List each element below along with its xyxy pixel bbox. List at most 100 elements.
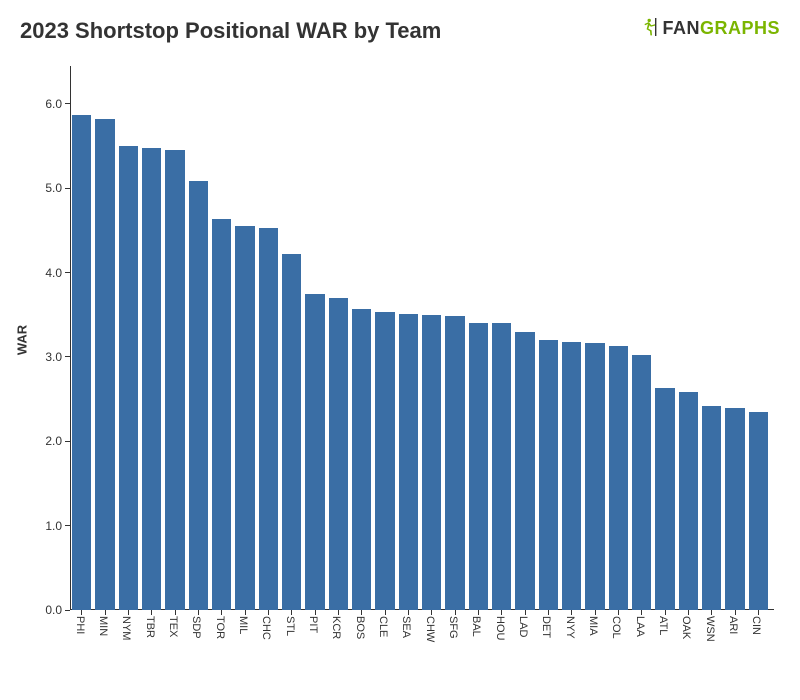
- bar: [399, 314, 419, 610]
- bar: [539, 340, 559, 610]
- chart-title: 2023 Shortstop Positional WAR by Team: [20, 18, 441, 44]
- y-tick-mark: [65, 272, 70, 273]
- bar: [72, 115, 92, 610]
- x-tick-label: SEA: [400, 616, 412, 638]
- x-tick-label: MIA: [587, 616, 599, 636]
- x-tick-label: NYY: [564, 616, 576, 639]
- x-tick-label: ARI: [727, 616, 739, 634]
- bar: [445, 316, 465, 610]
- x-tick-label: SDP: [190, 616, 202, 639]
- x-tick-label: MIN: [97, 616, 109, 636]
- bar: [725, 408, 745, 611]
- bar: [375, 312, 395, 610]
- x-tick-mark: [688, 610, 689, 615]
- bar: [235, 226, 255, 610]
- x-tick-mark: [595, 610, 596, 615]
- bar: [142, 148, 162, 610]
- bar: [305, 294, 325, 610]
- bar: [212, 219, 232, 610]
- runner-icon: [644, 18, 660, 41]
- y-tick-label: 0.0: [45, 603, 62, 617]
- x-tick-mark: [268, 610, 269, 615]
- x-tick-mark: [431, 610, 432, 615]
- y-tick-label: 2.0: [45, 434, 62, 448]
- x-tick-label: DET: [540, 616, 552, 638]
- x-tick-label: NYM: [120, 616, 132, 640]
- x-tick-mark: [665, 610, 666, 615]
- x-tick-label: OAK: [680, 616, 692, 639]
- x-tick-label: BAL: [470, 616, 482, 637]
- x-tick-label: TOR: [214, 616, 226, 639]
- x-tick-mark: [408, 610, 409, 615]
- x-tick-label: TEX: [167, 616, 179, 637]
- bar: [562, 342, 582, 610]
- y-axis-label: WAR: [15, 325, 30, 355]
- x-tick-label: CHW: [424, 616, 436, 642]
- x-tick-mark: [758, 610, 759, 615]
- x-tick-label: PIT: [307, 616, 319, 633]
- bars-group: [70, 70, 770, 610]
- y-tick-mark: [65, 103, 70, 104]
- bar: [632, 355, 652, 610]
- y-tick-mark: [65, 188, 70, 189]
- plot-area: 0.01.02.03.04.05.06.0PHIMINNYMTBRTEXSDPT…: [70, 70, 770, 610]
- x-tick-mark: [128, 610, 129, 615]
- x-tick-mark: [105, 610, 106, 615]
- x-tick-label: ATL: [657, 616, 669, 635]
- x-tick-mark: [338, 610, 339, 615]
- x-tick-label: LAA: [634, 616, 646, 637]
- x-tick-label: KCR: [330, 616, 342, 639]
- x-tick-mark: [221, 610, 222, 615]
- x-tick-mark: [361, 610, 362, 615]
- x-tick-mark: [711, 610, 712, 615]
- x-tick-label: CIN: [750, 616, 762, 635]
- x-tick-label: MIL: [237, 616, 249, 634]
- y-tick-mark: [65, 441, 70, 442]
- x-tick-mark: [81, 610, 82, 615]
- bar: [749, 412, 769, 610]
- y-tick-label: 5.0: [45, 181, 62, 195]
- bar: [119, 146, 139, 610]
- x-tick-mark: [455, 610, 456, 615]
- x-tick-label: WSN: [704, 616, 716, 642]
- x-tick-mark: [735, 610, 736, 615]
- bar: [585, 343, 605, 610]
- x-tick-mark: [175, 610, 176, 615]
- x-tick-mark: [548, 610, 549, 615]
- x-tick-mark: [291, 610, 292, 615]
- x-tick-label: STL: [284, 616, 296, 636]
- logo-text-graphs: GRAPHS: [700, 18, 780, 38]
- bar: [259, 228, 279, 610]
- bar: [95, 119, 115, 610]
- y-tick-label: 4.0: [45, 266, 62, 280]
- x-tick-label: COL: [610, 616, 622, 639]
- x-tick-label: PHI: [74, 616, 86, 634]
- bar: [165, 150, 185, 610]
- x-tick-mark: [618, 610, 619, 615]
- x-tick-mark: [501, 610, 502, 615]
- chart-container: 2023 Shortstop Positional WAR by Team FA…: [0, 0, 800, 700]
- x-tick-mark: [315, 610, 316, 615]
- x-tick-mark: [151, 610, 152, 615]
- x-tick-mark: [385, 610, 386, 615]
- x-tick-mark: [571, 610, 572, 615]
- bar: [702, 406, 722, 610]
- bar: [515, 332, 535, 610]
- x-tick-mark: [245, 610, 246, 615]
- bar: [679, 392, 699, 610]
- x-tick-label: SFG: [447, 616, 459, 639]
- fangraphs-logo: FANGRAPHS: [644, 18, 780, 41]
- y-tick-mark: [65, 525, 70, 526]
- bar: [422, 315, 442, 610]
- x-tick-label: CLE: [377, 616, 389, 637]
- bar: [469, 323, 489, 610]
- bar: [352, 309, 372, 610]
- x-tick-mark: [641, 610, 642, 615]
- bar: [329, 298, 349, 610]
- bar: [609, 346, 629, 610]
- x-tick-label: BOS: [354, 616, 366, 639]
- y-tick-label: 3.0: [45, 350, 62, 364]
- x-tick-label: LAD: [517, 616, 529, 637]
- bar: [655, 388, 675, 610]
- x-tick-label: HOU: [494, 616, 506, 640]
